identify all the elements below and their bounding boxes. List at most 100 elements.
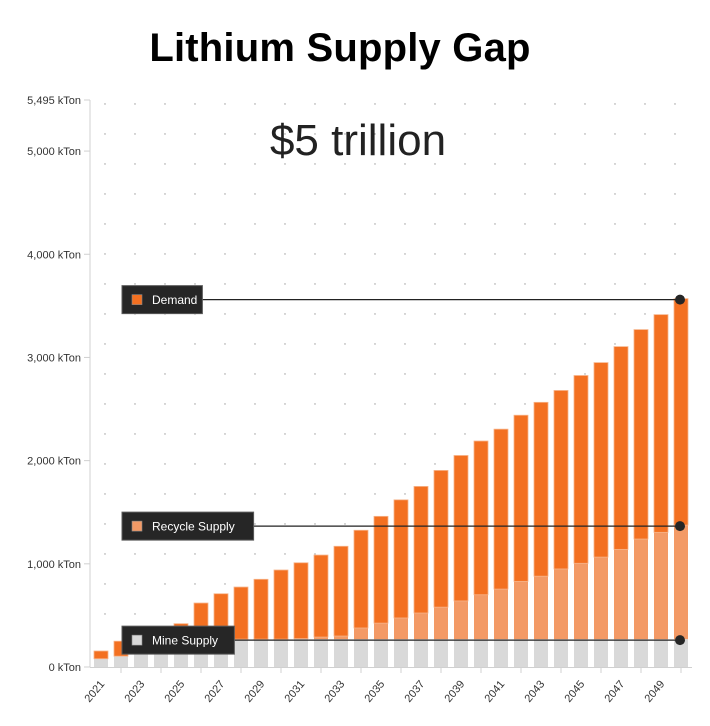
legend-item-demand[interactable]: Demand — [121, 285, 685, 315]
bar-recycle-supply-2042[interactable] — [514, 581, 528, 640]
bar-recycle-supply-2036[interactable] — [394, 617, 408, 640]
x-tick-label: 2027 — [202, 678, 227, 704]
bar-mine-supply-2031[interactable] — [294, 639, 308, 667]
bar-mine-supply-2045[interactable] — [574, 639, 588, 667]
grid-dot — [104, 103, 106, 105]
bar-demand-2047[interactable] — [613, 346, 629, 550]
bar-demand-2033[interactable] — [333, 545, 349, 637]
grid-dot — [134, 103, 136, 105]
bar-mine-supply-2021[interactable] — [94, 658, 108, 667]
bar-mine-supply-2048[interactable] — [634, 639, 648, 667]
bar-mine-supply-2029[interactable] — [254, 639, 268, 667]
bar-recycle-supply-2045[interactable] — [574, 563, 588, 640]
bar-mine-supply-2044[interactable] — [554, 639, 568, 667]
x-axis-ticks: 2021 2023 2025 2027 2029 2031 2033 2035 2037 2039… — [82, 667, 682, 705]
x-tick-label: 2033 — [322, 678, 347, 704]
bar-recycle-supply-2047[interactable] — [614, 549, 628, 640]
grid-dot — [314, 433, 316, 435]
bar-demand-2043[interactable] — [533, 401, 549, 577]
bar-demand-2021[interactable] — [93, 650, 109, 660]
bar-recycle-supply-2032[interactable] — [314, 637, 328, 640]
bar-demand-2029[interactable] — [253, 578, 269, 640]
bar-mine-supply-2032[interactable] — [314, 639, 328, 667]
grid-dot — [224, 133, 226, 135]
bar-recycle-supply-2035[interactable] — [374, 623, 388, 640]
grid-dot — [254, 493, 256, 495]
bar-recycle-supply-2039[interactable] — [454, 600, 468, 640]
bar-recycle-supply-2040[interactable] — [474, 594, 488, 640]
grid-dot — [344, 193, 346, 195]
grid-dot — [374, 163, 376, 165]
bar-mine-supply-2038[interactable] — [434, 639, 448, 667]
bar-recycle-supply-2041[interactable] — [494, 589, 508, 640]
bar-demand-2050[interactable] — [673, 298, 689, 526]
bar-demand-2049[interactable] — [653, 314, 669, 533]
grid-dot — [464, 313, 466, 315]
grid-dot — [134, 463, 136, 465]
grid-dot — [104, 223, 106, 225]
legend-item-recycle-supply[interactable]: Recycle Supply — [121, 511, 685, 541]
grid-dot — [494, 223, 496, 225]
bar-demand-2048[interactable] — [633, 329, 649, 540]
bar-recycle-supply-2038[interactable] — [434, 607, 448, 640]
grid-dot — [284, 103, 286, 105]
bar-demand-2039[interactable] — [453, 455, 469, 602]
bar-mine-supply-2023[interactable] — [134, 652, 148, 667]
bar-demand-2035[interactable] — [373, 515, 389, 624]
grid-dot — [344, 103, 346, 105]
bar-mine-supply-2028[interactable] — [234, 639, 248, 667]
bar-recycle-supply-2043[interactable] — [534, 576, 548, 640]
bar-demand-2037[interactable] — [413, 486, 429, 614]
bar-mine-supply-2022[interactable] — [114, 656, 128, 667]
bar-recycle-supply-2033[interactable] — [334, 636, 348, 640]
bar-recycle-supply-2050[interactable] — [674, 525, 688, 640]
bar-mine-supply-2035[interactable] — [374, 639, 388, 667]
legend-label: Demand — [152, 293, 197, 307]
bar-mine-supply-2033[interactable] — [334, 639, 348, 667]
bar-mine-supply-2047[interactable] — [614, 639, 628, 667]
y-tick-label: 4,000 kTon — [27, 249, 81, 261]
bar-recycle-supply-2046[interactable] — [594, 557, 608, 640]
bar-mine-supply-2041[interactable] — [494, 639, 508, 667]
grid-dot — [134, 493, 136, 495]
bar-mine-supply-2050[interactable] — [674, 639, 688, 667]
bar-mine-supply-2043[interactable] — [534, 639, 548, 667]
bar-demand-2036[interactable] — [393, 499, 409, 619]
grid-dot — [314, 493, 316, 495]
grid-dot — [104, 403, 106, 405]
bar-demand-2030[interactable] — [273, 569, 289, 640]
bar-demand-2028[interactable] — [233, 586, 249, 640]
grid-dot — [344, 253, 346, 255]
bar-demand-2042[interactable] — [513, 414, 529, 582]
bar-demand-2038[interactable] — [433, 470, 449, 608]
bar-demand-2044[interactable] — [553, 390, 569, 570]
bar-mine-supply-2034[interactable] — [354, 639, 368, 667]
bar-demand-2041[interactable] — [493, 428, 509, 590]
bar-mine-supply-2042[interactable] — [514, 639, 528, 667]
bar-mine-supply-2030[interactable] — [274, 639, 288, 667]
bar-mine-supply-2040[interactable] — [474, 639, 488, 667]
bar-mine-supply-2039[interactable] — [454, 639, 468, 667]
bar-mine-supply-2037[interactable] — [414, 639, 428, 667]
annotation-label: $5 trillion — [270, 116, 446, 165]
grid-dot — [284, 253, 286, 255]
bar-demand-2031[interactable] — [293, 562, 309, 640]
bar-demand-2045[interactable] — [573, 375, 589, 564]
grid-dot — [284, 523, 286, 525]
bar-recycle-supply-2037[interactable] — [414, 613, 428, 640]
bar-mine-supply-2046[interactable] — [594, 639, 608, 667]
grid-dot — [494, 133, 496, 135]
bar-demand-2032[interactable] — [313, 554, 329, 638]
grid-dot — [194, 463, 196, 465]
bar-recycle-supply-2034[interactable] — [354, 627, 368, 640]
bar-demand-2040[interactable] — [473, 440, 489, 596]
bar-demand-2046[interactable] — [593, 362, 609, 558]
bar-recycle-supply-2044[interactable] — [554, 568, 568, 640]
bar-demand-2034[interactable] — [353, 529, 369, 629]
bar-recycle-supply-2049[interactable] — [654, 532, 668, 640]
grid-dot — [524, 163, 526, 165]
legend-item-mine-supply[interactable]: Mine Supply — [121, 625, 685, 655]
bar-mine-supply-2036[interactable] — [394, 639, 408, 667]
bar-recycle-supply-2048[interactable] — [634, 539, 648, 640]
bar-mine-supply-2049[interactable] — [654, 639, 668, 667]
